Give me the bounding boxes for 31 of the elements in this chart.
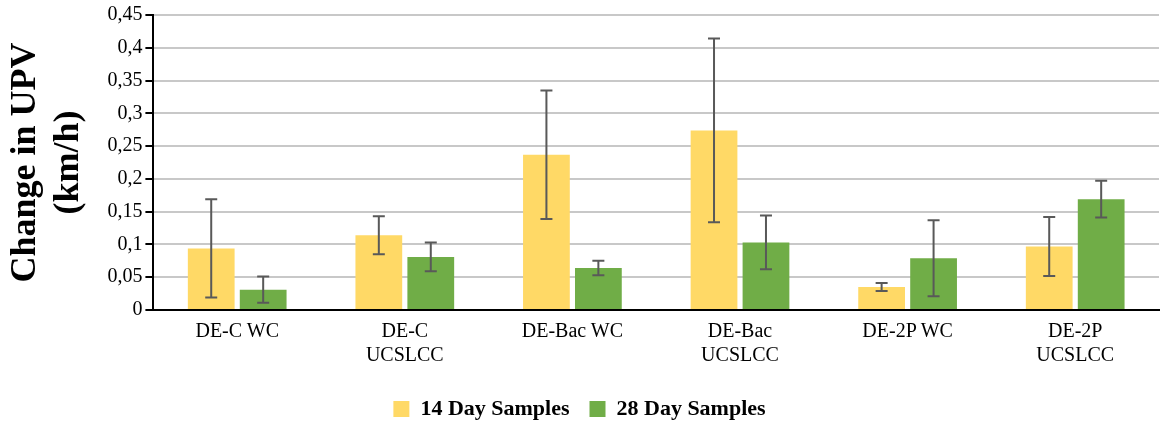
y-tick-label: 0,1 [117,231,143,254]
x-tick-label: DE-2P UCSLCC [1036,319,1115,366]
y-tick-label: 0,4 [117,35,143,58]
x-tick-label: DE-2P WC [862,319,953,342]
y-tick-label: 0,3 [117,100,143,123]
bar [742,242,790,309]
bar [187,248,235,309]
y-axis-title: Change in UPV (km/h) [2,42,87,283]
y-tick-label: 0,25 [107,133,143,156]
bar [523,154,570,309]
bar [575,268,622,309]
bar [407,256,455,309]
y-tick-label: 0 [132,297,143,320]
x-tick-label: DE-Bac UCSLCC [701,319,779,366]
x-tick-label: DE-C UCSLCC [365,319,444,366]
y-tick-label: 0,45 [107,2,143,25]
legend-label: 28 Day Samples [616,394,767,420]
bar [690,130,738,309]
bar [239,289,287,309]
y-tick-label: 0,15 [107,198,143,221]
bar [1077,199,1125,309]
bar [910,258,957,309]
legend-label: 14 Day Samples [420,394,570,420]
x-tick-label: DE-Bac WC [521,319,624,342]
y-tick-label: 0,35 [107,67,143,90]
x-tick-label: DE-C WC [195,319,279,342]
y-tick-label: 0,05 [107,264,143,287]
bar [1025,246,1073,309]
y-tick-label: 0,2 [117,166,143,189]
bar [858,287,905,309]
bar [355,235,403,309]
